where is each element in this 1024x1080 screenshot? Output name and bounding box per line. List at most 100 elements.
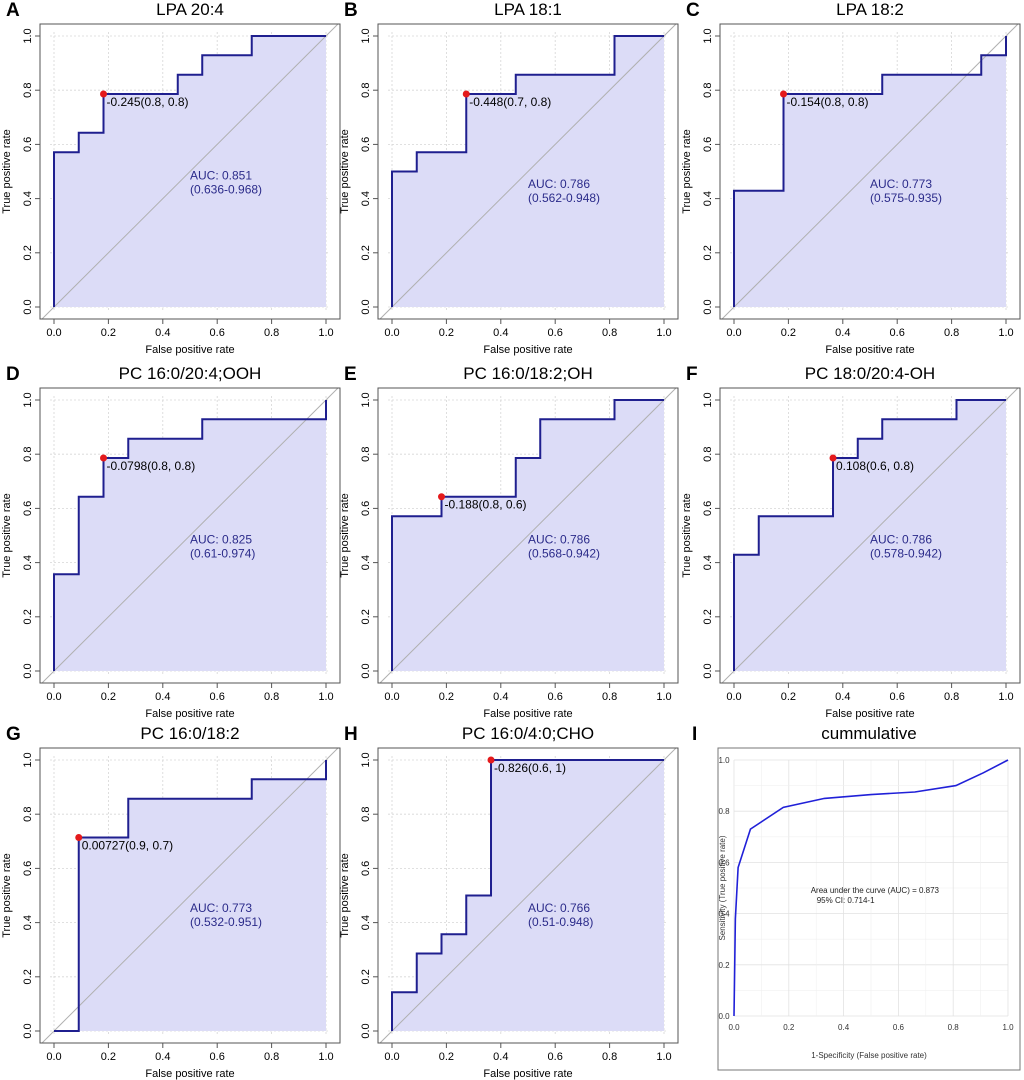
auc-label: AUC: 0.773	[190, 901, 252, 915]
y-axis-title: True positive rate	[1, 129, 13, 214]
chance-diagonal	[379, 747, 677, 1044]
chance-diagonal	[379, 23, 677, 320]
auc-label: AUC: 0.773	[870, 177, 932, 191]
y-axis-title: True positive rate	[681, 493, 693, 578]
chance-diagonal	[41, 747, 339, 1044]
y-axis-title: Sensitivity (True positive rate)	[718, 835, 727, 940]
y-tick-label: 0.4	[702, 191, 714, 206]
auc-label: AUC: 0.786	[870, 533, 932, 547]
auc-label: AUC: 0.825	[190, 533, 252, 547]
auc-area	[734, 400, 1006, 671]
x-tick-label: 0.6	[210, 1051, 225, 1063]
optimal-cutoff-point	[780, 90, 788, 98]
y-tick-label: 0.0	[360, 663, 372, 678]
y-tick-label: 0.6	[702, 137, 714, 152]
x-tick-label: 0.2	[781, 691, 796, 703]
x-tick-label: 1.0	[998, 691, 1013, 703]
auc-ci-label: (0.578-0.942)	[870, 547, 942, 561]
optimal-cutoff-label: -0.826(0.6, 1)	[494, 761, 566, 775]
y-tick-label: 1.0	[22, 752, 34, 767]
y-tick-label: 0.0	[22, 663, 34, 678]
optimal-cutoff-point	[438, 493, 446, 501]
y-tick-label: 0.4	[702, 555, 714, 570]
panel-title-A: LPA 20:4	[156, 0, 224, 19]
optimal-cutoff-point	[829, 454, 837, 462]
roc-curve	[391, 35, 664, 307]
panel-label-E: E	[344, 364, 357, 385]
x-tick-label: 0.4	[835, 691, 850, 703]
x-axis-title: False positive rate	[145, 708, 234, 720]
plot-frame	[39, 387, 341, 684]
y-tick-label: 1.0	[702, 28, 714, 43]
x-tick-label: 0.8	[602, 1051, 617, 1063]
plot-frame	[377, 23, 679, 320]
y-tick-label: 1.0	[360, 392, 372, 407]
y-tick-label: 0.6	[702, 501, 714, 516]
x-tick-label: 0.0	[46, 691, 61, 703]
y-tick-label: 0.8	[360, 83, 372, 98]
y-tick-label: 0.6	[718, 858, 730, 867]
roc-curve	[54, 760, 327, 1032]
roc-curve	[391, 399, 664, 671]
y-tick-label: 0.4	[22, 191, 34, 206]
x-tick-label: 0.2	[439, 691, 454, 703]
chance-diagonal	[379, 387, 677, 684]
y-tick-label: 0.8	[22, 807, 34, 822]
y-axis-title: True positive rate	[1, 493, 13, 578]
chance-diagonal	[721, 23, 1019, 320]
x-axis-title: False positive rate	[483, 708, 572, 720]
y-tick-label: 0.0	[360, 1023, 372, 1038]
plot-frame	[377, 747, 679, 1044]
y-tick-label: 1.0	[360, 752, 372, 767]
x-tick-label: 0.0	[726, 691, 741, 703]
plot-frame	[719, 387, 1021, 684]
auc-ci-label: (0.532-0.951)	[190, 915, 262, 929]
optimal-cutoff-point	[462, 90, 470, 98]
x-tick-label: 0.6	[210, 691, 225, 703]
y-tick-label: 0.6	[360, 137, 372, 152]
x-tick-label: 1.0	[656, 327, 671, 339]
x-tick-label: 1.0	[318, 691, 333, 703]
auc-area	[392, 36, 664, 307]
y-tick-label: 0.6	[22, 137, 34, 152]
y-tick-label: 1.0	[22, 392, 34, 407]
y-tick-label: 0.8	[22, 83, 34, 98]
x-tick-label: 0.8	[944, 327, 959, 339]
x-tick-label: 1.0	[1002, 1023, 1014, 1032]
auc-area	[392, 400, 664, 671]
x-tick-label: 0.0	[46, 1051, 61, 1063]
y-tick-label: 0.0	[22, 299, 34, 314]
x-tick-label: 0.6	[548, 691, 563, 703]
x-tick-label: 0.2	[783, 1023, 795, 1032]
y-tick-label: 0.2	[22, 969, 34, 984]
panel-label-I: I	[692, 724, 698, 745]
y-tick-label: 0.6	[22, 861, 34, 876]
y-tick-label: 0.0	[22, 1023, 34, 1038]
auc-text: Area under the curve (AUC) = 0.873	[811, 886, 940, 895]
plot-frame	[377, 387, 679, 684]
y-tick-label: 1.0	[360, 28, 372, 43]
y-tick-label: 0.8	[360, 807, 372, 822]
y-tick-label: 0.2	[22, 245, 34, 260]
x-axis-title: False positive rate	[483, 1068, 572, 1080]
auc-label: AUC: 0.851	[190, 169, 252, 183]
optimal-cutoff-label: -0.0798(0.8, 0.8)	[107, 459, 196, 473]
plot-frame	[39, 23, 341, 320]
roc-curve	[733, 36, 1007, 307]
x-tick-label: 0.2	[101, 1051, 116, 1063]
panel-label-H: H	[344, 724, 358, 745]
optimal-cutoff-label: -0.245(0.8, 0.8)	[107, 95, 189, 109]
panel-label-C: C	[686, 0, 700, 21]
y-tick-label: 0.4	[360, 191, 372, 206]
y-tick-label: 0.8	[360, 447, 372, 462]
plot-frame	[39, 747, 341, 1044]
auc-area	[392, 760, 664, 1031]
x-tick-label: 0.2	[101, 327, 116, 339]
x-tick-label: 0.8	[602, 327, 617, 339]
